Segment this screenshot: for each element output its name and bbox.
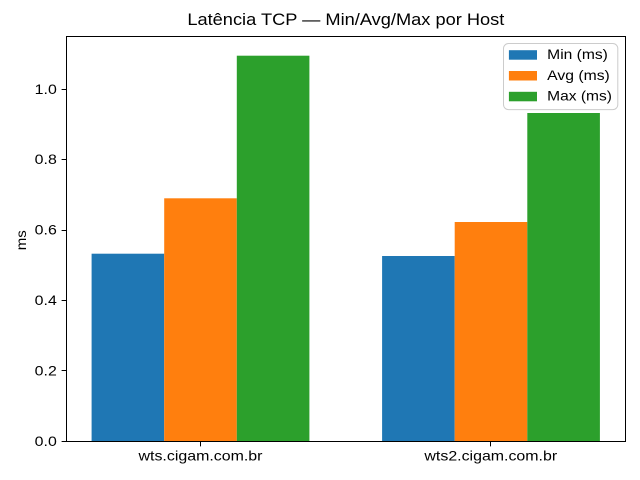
svg-text:1.0: 1.0 bbox=[35, 81, 57, 97]
svg-text:0.0: 0.0 bbox=[35, 433, 57, 449]
svg-text:0.6: 0.6 bbox=[35, 222, 57, 238]
svg-text:Max (ms): Max (ms) bbox=[547, 88, 612, 104]
svg-text:wts.cigam.com.br: wts.cigam.com.br bbox=[137, 447, 262, 463]
svg-text:Latência TCP — Min/Avg/Max por: Latência TCP — Min/Avg/Max por Host bbox=[187, 10, 504, 29]
svg-text:wts2.cigam.com.br: wts2.cigam.com.br bbox=[423, 447, 557, 463]
svg-text:0.8: 0.8 bbox=[35, 151, 57, 167]
svg-text:Avg (ms): Avg (ms) bbox=[547, 67, 610, 83]
svg-text:Min (ms): Min (ms) bbox=[547, 46, 608, 62]
svg-text:0.4: 0.4 bbox=[35, 292, 57, 308]
svg-text:ms: ms bbox=[13, 230, 29, 250]
svg-text:0.2: 0.2 bbox=[35, 362, 57, 378]
